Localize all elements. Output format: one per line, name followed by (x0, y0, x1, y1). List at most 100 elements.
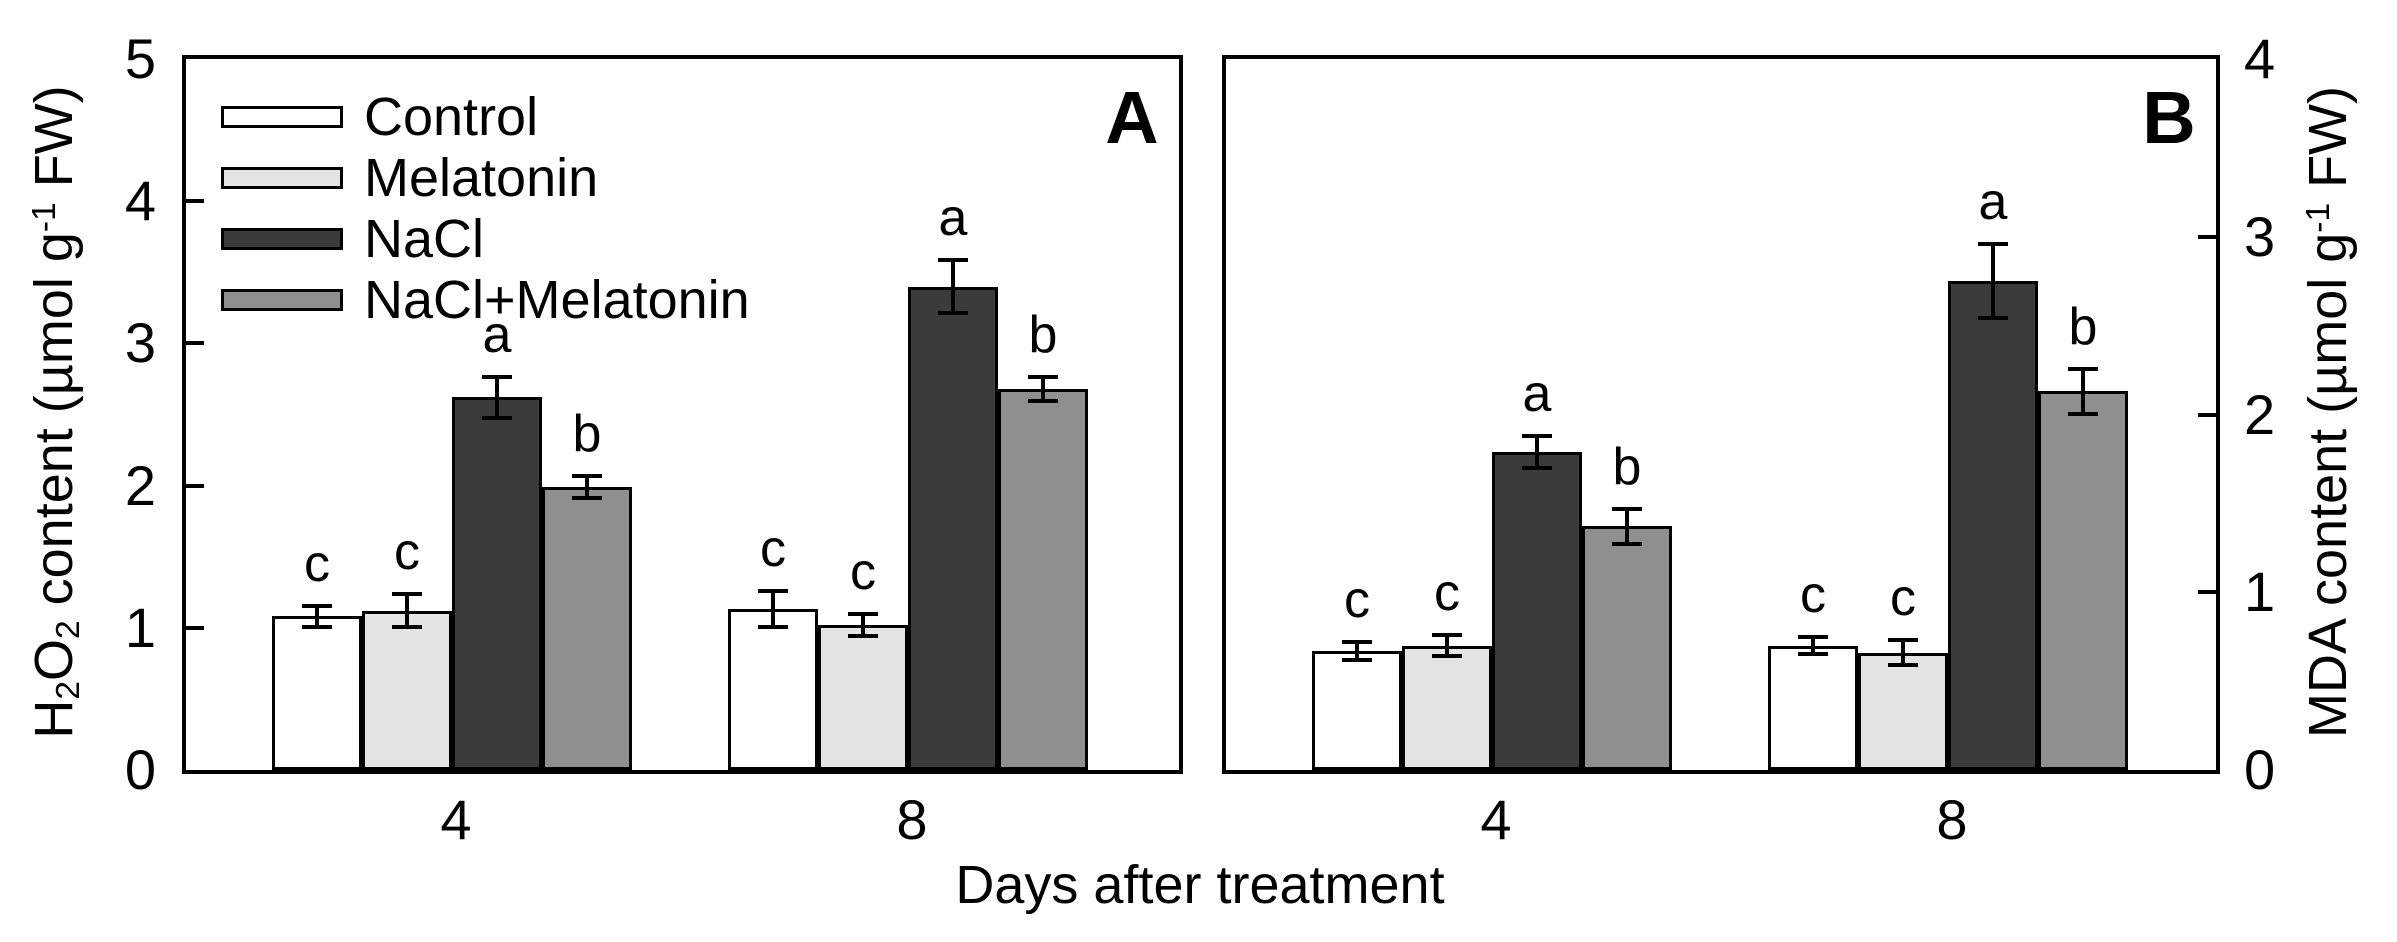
error-bar-whisker (585, 474, 589, 500)
bar-nacl-melatonin-day4 (1582, 526, 1672, 770)
x-tick-label: 8 (896, 788, 928, 851)
bar-nacl-day4 (452, 397, 542, 770)
error-bar-whisker (771, 589, 775, 630)
error-bar-cap-top (758, 589, 788, 594)
y-tick-label: 5 (124, 27, 156, 90)
sig-letter: c (394, 523, 420, 582)
y-tick-label: 3 (2244, 204, 2276, 268)
legend-swatch-melatonin (221, 167, 343, 189)
error-bar-cap-top (1342, 640, 1372, 645)
y-tick (2198, 412, 2216, 417)
error-bar-whisker (1811, 634, 1815, 657)
error-bar-cap-bottom (1342, 657, 1372, 662)
bar-melatonin-day8 (1858, 653, 1948, 770)
error-bar-cap-bottom (2068, 412, 2098, 417)
error-bar-cap-bottom (1612, 542, 1642, 547)
label-text: content (µmol g (24, 232, 84, 621)
panel-label-a: A (1105, 76, 1159, 159)
label-text: MDA content (µmol g (2298, 232, 2358, 739)
sig-letter: c (1800, 565, 1826, 624)
error-bar-cap-top (938, 258, 968, 263)
bar-control-day4 (1312, 651, 1402, 770)
y-tick-label: 3 (124, 311, 156, 375)
error-bar-cap-top (482, 374, 512, 379)
error-bar-whisker (951, 258, 955, 315)
error-bar-whisker (1901, 638, 1905, 667)
error-bar-cap-top (1612, 506, 1642, 511)
bar-nacl-day8 (1948, 281, 2038, 770)
y-tick-label: 4 (124, 169, 156, 233)
error-bar-cap-top (1432, 633, 1462, 638)
error-bar-cap-bottom (302, 625, 332, 630)
error-bar-cap-bottom (1028, 399, 1058, 404)
y-tick (186, 199, 204, 204)
y-tick (2198, 590, 2216, 595)
sig-letter: c (1344, 571, 1370, 630)
y-tick-label: 0 (124, 738, 156, 801)
y-tick-label: 4 (2244, 27, 2276, 90)
bar-melatonin-day4 (1402, 646, 1492, 770)
error-bar-cap-top (302, 603, 332, 608)
label-text: H (24, 699, 84, 739)
error-bar-cap-bottom (482, 416, 512, 421)
error-bar-cap-bottom (1798, 652, 1828, 657)
error-bar-cap-bottom (1978, 316, 2008, 321)
error-bar-cap-bottom (392, 625, 422, 630)
sig-letter: b (2068, 297, 2098, 356)
panel-a-plot: c c a b 4 c c a b 8 A Control Melatonin NaCl NaCl+Mela… (182, 55, 1183, 850)
sig-letter: b (1028, 305, 1058, 364)
y-tick-label: 1 (2244, 560, 2276, 624)
sig-letter: a (938, 189, 968, 248)
x-tick-label: 8 (1936, 788, 1968, 851)
bar-nacl-melatonin-day8 (998, 389, 1088, 770)
bar-control-day4 (272, 616, 362, 770)
error-bar-cap-top (848, 612, 878, 617)
sig-letter: c (1434, 564, 1460, 623)
y-tick (186, 625, 204, 630)
bar-nacl-melatonin-day4 (542, 487, 632, 770)
error-bar-cap-bottom (848, 633, 878, 638)
y-tick-label: 0 (2244, 738, 2276, 801)
panel-label-b: B (2142, 76, 2196, 159)
error-bar-cap-bottom (1522, 465, 1552, 470)
x-tick-label: 4 (1480, 788, 1512, 851)
label-text: FW) (2298, 85, 2358, 203)
error-bar-cap-top (1798, 634, 1828, 639)
bar-melatonin-day8 (818, 625, 908, 770)
bar-nacl-day8 (908, 287, 998, 770)
bar-nacl-melatonin-day8 (2038, 391, 2128, 770)
bar-melatonin-day4 (362, 611, 452, 770)
error-bar-cap-bottom (758, 625, 788, 630)
error-bar-whisker (1041, 374, 1045, 404)
legend-label: NaCl+Melatonin (364, 270, 750, 330)
y-tick-label: 2 (124, 453, 156, 517)
y-tick-label: 1 (124, 595, 156, 659)
error-bar-cap-top (1888, 638, 1918, 643)
legend-swatch-control (221, 106, 343, 128)
error-bar-cap-top (392, 592, 422, 597)
error-bar-cap-top (572, 474, 602, 479)
error-bar-whisker (1625, 506, 1629, 547)
error-bar-cap-top (1522, 434, 1552, 439)
y-tick-label: 2 (2244, 382, 2276, 446)
sub-text: 2 (50, 681, 88, 700)
error-bar-cap-top (2068, 366, 2098, 371)
bar-nacl-day4 (1492, 452, 1582, 770)
error-bar-whisker (1991, 242, 1995, 321)
y-tick (186, 483, 204, 488)
x-tick-label: 4 (440, 788, 472, 851)
error-bar-whisker (861, 612, 865, 638)
sig-letter: c (1890, 569, 1916, 628)
error-bar-whisker (1445, 633, 1449, 658)
error-bar-whisker (315, 603, 319, 630)
error-bar-whisker (2081, 366, 2085, 417)
error-bar-whisker (1535, 434, 1539, 470)
sig-letter: a (482, 305, 512, 364)
panel-b-plot: c c a b 4 c c a b 8 B (1222, 55, 2220, 850)
sig-letter: a (1522, 365, 1552, 424)
bar-control-day8 (1768, 646, 1858, 770)
x-axis-title: Days after treatment (955, 855, 1445, 915)
sig-letter: b (572, 405, 602, 464)
error-bar-cap-bottom (1888, 662, 1918, 667)
error-bar-cap-bottom (938, 310, 968, 315)
